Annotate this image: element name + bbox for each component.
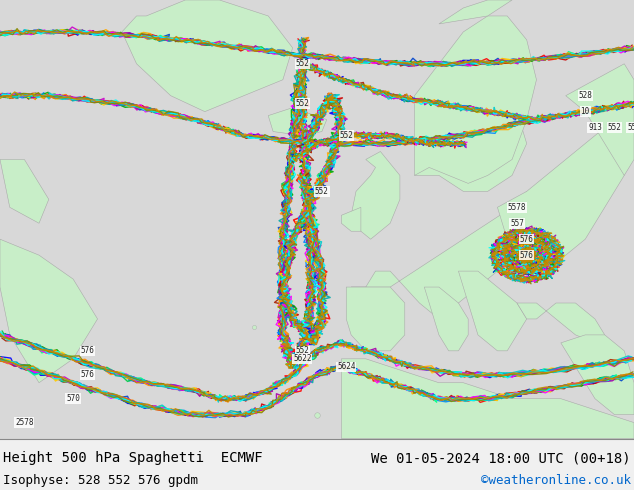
Text: 913: 913 <box>588 123 602 132</box>
Text: ©weatheronline.co.uk: ©weatheronline.co.uk <box>481 474 631 488</box>
Text: 2578: 2578 <box>15 418 34 427</box>
Polygon shape <box>268 108 327 136</box>
Polygon shape <box>439 0 512 24</box>
Polygon shape <box>341 359 634 439</box>
Text: 528: 528 <box>578 91 592 100</box>
Polygon shape <box>415 64 527 192</box>
Polygon shape <box>351 192 527 319</box>
Polygon shape <box>561 335 634 415</box>
Text: Height 500 hPa Spaghetti  ECMWF: Height 500 hPa Spaghetti ECMWF <box>3 451 263 466</box>
Polygon shape <box>517 303 605 343</box>
Text: 5624: 5624 <box>337 362 356 371</box>
Text: 576: 576 <box>81 346 94 355</box>
Text: 552: 552 <box>295 59 309 68</box>
Text: 552: 552 <box>295 346 309 355</box>
Text: 552: 552 <box>315 187 329 196</box>
Text: 551: 551 <box>627 123 634 132</box>
Polygon shape <box>415 16 536 183</box>
Text: 576: 576 <box>520 235 534 244</box>
Text: 552: 552 <box>339 131 353 140</box>
Polygon shape <box>566 64 634 175</box>
Text: 5578: 5578 <box>508 203 526 212</box>
Text: 557: 557 <box>510 219 524 228</box>
Polygon shape <box>122 0 293 112</box>
Text: 5622: 5622 <box>293 354 312 363</box>
Polygon shape <box>0 239 98 383</box>
Polygon shape <box>424 287 468 351</box>
Text: We 01-05-2024 18:00 UTC (00+18): We 01-05-2024 18:00 UTC (00+18) <box>371 451 631 466</box>
Polygon shape <box>458 271 527 351</box>
Polygon shape <box>341 207 361 231</box>
Text: 552: 552 <box>607 123 621 132</box>
Text: 576: 576 <box>520 251 534 260</box>
Polygon shape <box>498 112 634 271</box>
Polygon shape <box>351 151 400 239</box>
Text: 576: 576 <box>81 370 94 379</box>
Text: 552: 552 <box>295 99 309 108</box>
Text: 10: 10 <box>581 107 590 116</box>
Polygon shape <box>346 287 404 351</box>
Text: Isophyse: 528 552 576 gpdm: Isophyse: 528 552 576 gpdm <box>3 474 198 488</box>
Text: 570: 570 <box>66 394 80 403</box>
Polygon shape <box>0 159 49 223</box>
